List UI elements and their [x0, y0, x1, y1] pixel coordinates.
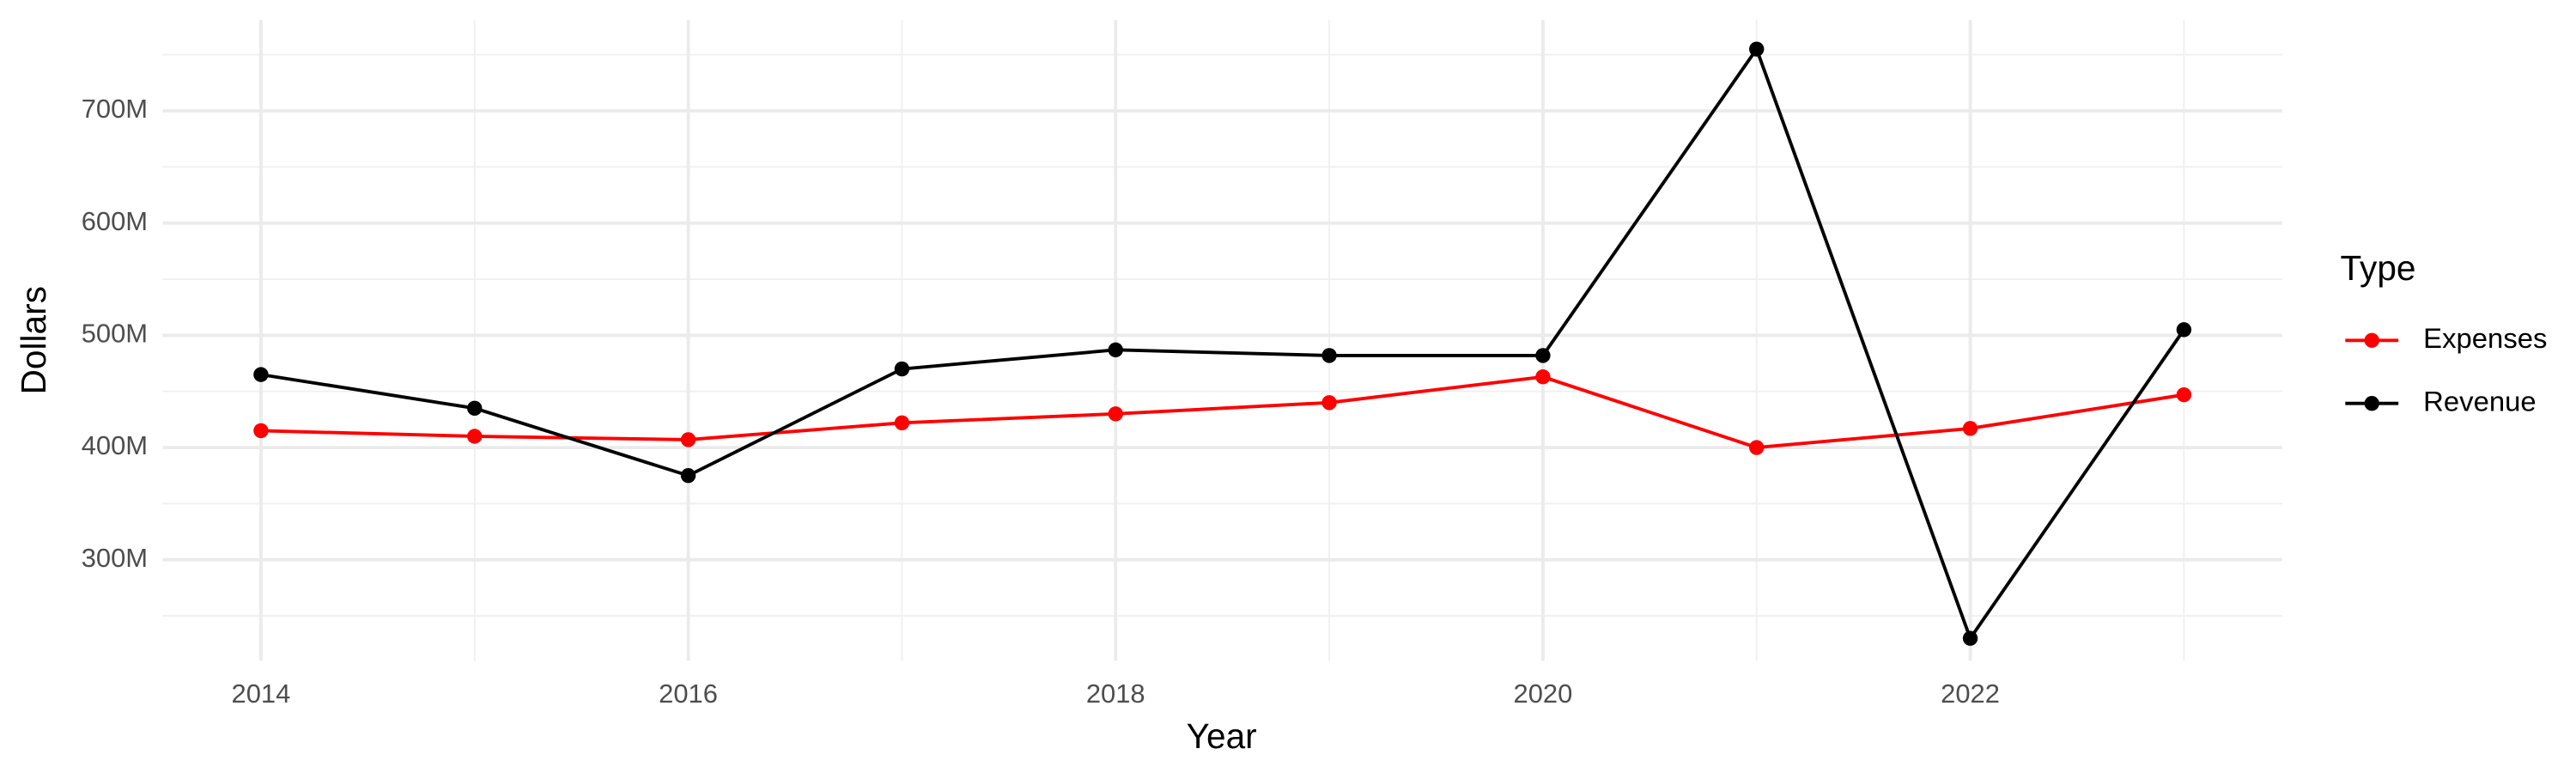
data-point [1108, 342, 1123, 358]
data-point [1962, 630, 1978, 646]
data-point [1535, 369, 1551, 385]
series-line [260, 374, 2184, 450]
series-line [260, 46, 2185, 642]
data-point [253, 367, 269, 382]
legend-key-point [2364, 396, 2379, 411]
data-point [894, 415, 910, 431]
x-tick-label: 2020 [1514, 679, 1573, 709]
data-point [1749, 41, 1765, 57]
data-point [1108, 406, 1123, 422]
y-axis-title: Dollars [14, 286, 53, 394]
data-point [253, 423, 269, 439]
legend-title: Type [2341, 248, 2416, 288]
x-tick-label: 2016 [659, 679, 718, 709]
data-point [680, 432, 696, 447]
legend-label: Revenue [2423, 385, 2537, 417]
data-point [1535, 348, 1551, 363]
data-point [467, 429, 483, 444]
data-point [1749, 440, 1765, 455]
x-tick-label: 2022 [1941, 679, 2000, 709]
data-point [894, 361, 910, 377]
x-axis-title: Year [1187, 716, 1257, 756]
x-tick-label: 2014 [232, 679, 291, 709]
legend-key-point [2364, 332, 2379, 348]
y-tick-label: 400M [82, 430, 148, 460]
data-point [2176, 386, 2192, 403]
y-tick-label: 300M [82, 543, 148, 573]
y-tick-label: 600M [82, 206, 148, 236]
data-point [680, 468, 696, 484]
data-point [1321, 395, 1337, 411]
data-point [467, 400, 483, 417]
legend-label: Expenses [2423, 322, 2547, 354]
y-tick-label: 500M [82, 319, 148, 349]
data-point [1321, 348, 1337, 363]
data-point [2176, 322, 2192, 338]
y-tick-label: 700M [82, 94, 148, 124]
data-point [1962, 421, 1978, 436]
x-tick-label: 2018 [1086, 679, 1145, 709]
